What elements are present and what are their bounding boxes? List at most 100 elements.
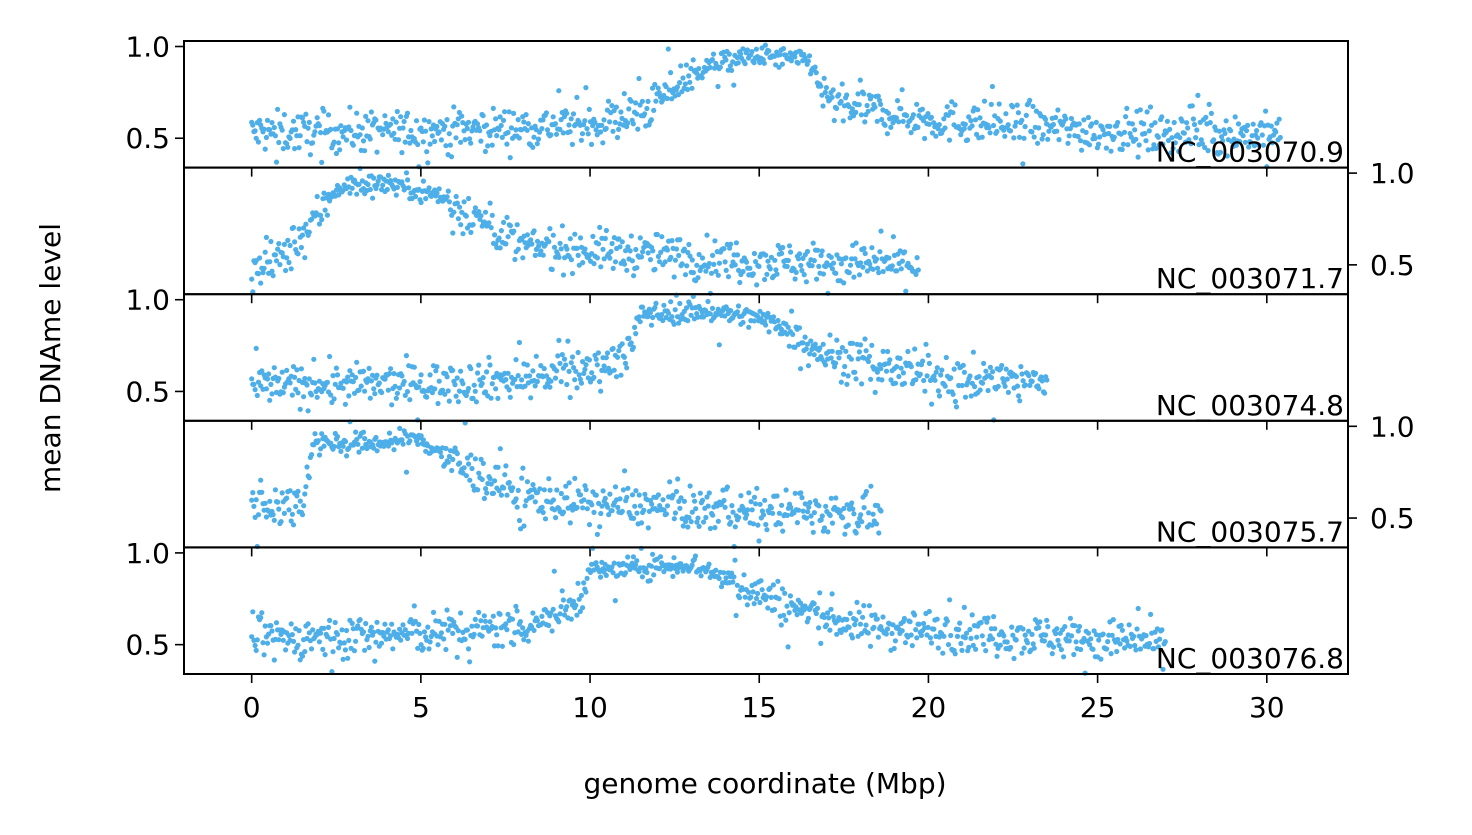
data-point: [601, 117, 607, 123]
data-point: [829, 520, 836, 526]
data-point: [1235, 121, 1242, 127]
data-point: [642, 111, 648, 117]
data-point: [1100, 127, 1106, 133]
data-point: [1155, 644, 1162, 650]
data-point: [899, 628, 905, 634]
data-point: [490, 613, 496, 619]
data-point: [736, 595, 743, 601]
data-point: [432, 386, 438, 392]
data-point: [869, 342, 875, 348]
data-point: [948, 632, 954, 639]
data-point: [261, 265, 267, 271]
data-point: [474, 121, 481, 127]
data-point: [580, 359, 586, 365]
data-point: [1143, 633, 1149, 639]
data-point: [779, 502, 785, 508]
data-point: [726, 51, 732, 57]
data-point: [811, 258, 817, 264]
data-point: [296, 628, 302, 634]
data-point: [507, 155, 513, 161]
data-point: [1256, 142, 1262, 148]
data-point: [783, 617, 789, 623]
data-point: [306, 475, 312, 481]
data-point: [876, 270, 882, 276]
data-point: [692, 498, 698, 504]
data-point: [800, 340, 806, 346]
data-point: [932, 377, 938, 383]
data-point: [550, 232, 556, 238]
data-point: [682, 81, 688, 87]
data-point: [334, 372, 341, 378]
data-point: [276, 139, 282, 146]
data-point: [1224, 153, 1230, 159]
data-point: [922, 135, 928, 142]
data-point: [665, 310, 672, 316]
data-point: [989, 636, 996, 642]
data-point: [462, 137, 468, 143]
data-point: [347, 104, 353, 110]
data-point: [473, 399, 479, 405]
data-point: [289, 511, 295, 517]
data-point: [338, 448, 344, 454]
data-point: [524, 362, 530, 368]
data-point: [929, 401, 935, 407]
data-point: [360, 368, 367, 374]
data-point: [977, 115, 983, 121]
data-point: [628, 340, 634, 346]
data-point: [767, 585, 773, 591]
data-point: [1044, 377, 1050, 383]
data-point: [327, 617, 333, 624]
data-point: [547, 384, 553, 390]
data-point: [876, 530, 882, 536]
data-point: [575, 580, 581, 586]
data-point: [853, 240, 859, 246]
data-point: [1087, 642, 1093, 648]
data-point: [374, 372, 380, 378]
data-point: [451, 619, 457, 625]
data-point: [286, 259, 292, 266]
data-point: [505, 129, 511, 136]
data-point: [934, 365, 940, 371]
data-point: [631, 273, 637, 279]
data-point: [507, 223, 513, 229]
data-point: [356, 449, 362, 455]
data-point: [712, 238, 718, 244]
data-point: [694, 519, 700, 525]
data-point: [1186, 137, 1192, 143]
data-point: [1088, 636, 1094, 642]
data-point: [289, 632, 295, 638]
data-point: [987, 130, 993, 136]
data-point: [464, 125, 470, 132]
data-point: [529, 494, 535, 500]
data-point: [1019, 371, 1025, 377]
data-point: [267, 397, 273, 403]
data-point: [328, 392, 334, 398]
data-point: [751, 494, 758, 500]
data-point: [705, 503, 711, 509]
data-point: [409, 630, 415, 636]
data-point: [582, 366, 588, 372]
data-point: [802, 501, 808, 507]
data-point: [397, 626, 403, 632]
data-point: [798, 490, 804, 496]
data-point: [788, 58, 795, 64]
data-point: [992, 626, 998, 632]
data-point: [763, 521, 769, 528]
data-point: [988, 375, 995, 381]
data-point: [384, 186, 390, 193]
data-point: [665, 46, 671, 52]
data-point: [728, 308, 734, 314]
data-point: [820, 103, 826, 109]
data-point: [979, 633, 985, 639]
data-point: [1003, 111, 1009, 117]
data-point: [875, 265, 881, 271]
data-point: [874, 369, 881, 375]
data-point: [272, 487, 278, 493]
data-point: [883, 631, 889, 637]
data-point: [1104, 646, 1110, 652]
data-point: [704, 232, 710, 238]
data-point: [455, 216, 461, 222]
data-point: [514, 504, 520, 510]
data-point: [880, 268, 886, 275]
data-point: [780, 244, 786, 251]
